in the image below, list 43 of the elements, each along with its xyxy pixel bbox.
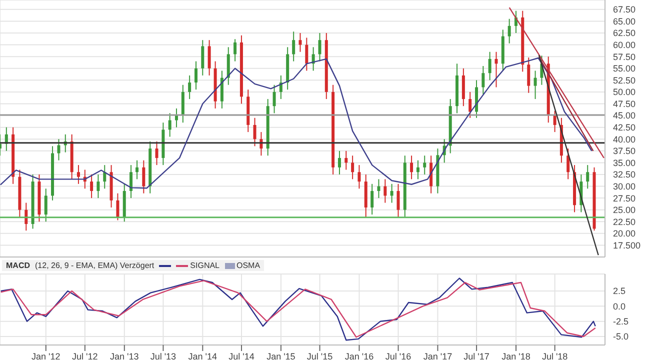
x-tick-label: Jan '15 <box>266 351 296 362</box>
legend-label: SIGNAL <box>190 261 220 270</box>
x-tick-label: Jan '17 <box>423 351 452 362</box>
x-tick-label: Jan '14 <box>188 351 218 362</box>
y-tick-label: 37.50 <box>613 146 636 156</box>
y-tick-label: -2.5 <box>613 316 629 327</box>
y-tick-label: 17.500 <box>613 240 641 250</box>
y-tick-label: 50.00 <box>613 87 636 98</box>
x-tick-label: Jul '16 <box>385 351 412 362</box>
x-tick-label: Jan '13 <box>110 351 139 362</box>
x-tick-label: Jan '18 <box>502 351 530 362</box>
y-tick-label: 52.50 <box>613 75 636 86</box>
chart-title: MACD <box>6 261 30 270</box>
y-tick-label: 42.50 <box>613 122 636 133</box>
x-tick-label: Jul '14 <box>228 351 254 362</box>
x-tick-label: Jan '16 <box>344 351 374 362</box>
y-tick-label: 22.50 <box>613 216 636 227</box>
y-tick-label: 65.00 <box>613 16 636 26</box>
y-tick-label: 40.00 <box>613 134 636 144</box>
text: OSMA <box>236 261 260 270</box>
y-tick-label: -5.0 <box>613 332 629 342</box>
y-tick-label: 60.00 <box>613 40 636 50</box>
y-tick-label: 35.00 <box>613 158 636 168</box>
chart-subtitle: (12, 26, 9 - EMA, EMA) Verzögert <box>35 261 154 270</box>
y-tick-label: 55.00 <box>613 64 636 74</box>
y-tick-label: 27.50 <box>613 193 636 204</box>
y-tick-label: 0.0 <box>613 301 626 312</box>
y-tick-label: 62.50 <box>613 28 636 38</box>
y-tick-label: 67.50 <box>613 4 636 15</box>
y-tick-label: 57.50 <box>613 52 636 62</box>
y-tick-label: 30.00 <box>613 181 636 192</box>
y-tick-label: 32.50 <box>613 170 636 180</box>
x-tick-label: Jul '12 <box>72 351 98 362</box>
y-tick-label: 25.00 <box>613 205 636 216</box>
x-tick-label: Jul '13 <box>150 351 176 362</box>
x-tick-label: Jan '12 <box>32 351 60 362</box>
y-tick-label: 20.00 <box>613 228 636 239</box>
y-tick-label: 2.5 <box>613 286 626 296</box>
x-tick-label: Jul '17 <box>464 351 490 362</box>
x-tick-label: Jul '15 <box>306 351 333 362</box>
y-tick-label: 45.00 <box>613 110 636 121</box>
y-tick-label: 47.50 <box>613 98 636 109</box>
x-tick-label: Jul '18 <box>542 351 568 362</box>
